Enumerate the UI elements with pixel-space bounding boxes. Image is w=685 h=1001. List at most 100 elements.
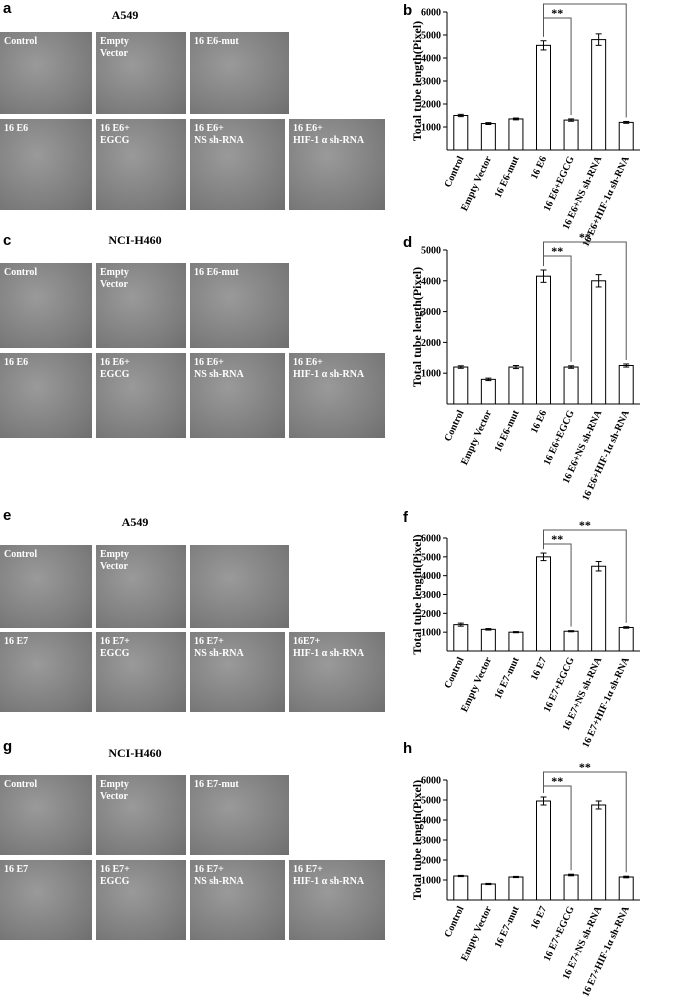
micrograph: 16E7+ HIF-1 α sh-RNA <box>289 632 385 712</box>
bar <box>453 624 469 652</box>
significance-label: ** <box>551 244 563 258</box>
panel-title: NCI-H460 <box>108 746 162 760</box>
bar <box>591 280 607 405</box>
micrograph-label: Empty Vector <box>100 36 129 59</box>
bar <box>563 366 579 405</box>
significance-bracket <box>543 529 627 623</box>
panel-letter: a <box>3 0 12 17</box>
y-tick-label: 2000 <box>421 100 441 111</box>
micrograph-label: 16 E6+ EGCG <box>100 123 130 146</box>
micrograph-label: Control <box>4 779 38 790</box>
bar <box>480 378 496 405</box>
error-bar <box>485 122 492 125</box>
x-tick-label: 16 E7-mut <box>493 655 522 701</box>
y-tick-label: 3000 <box>421 307 441 318</box>
panel-letter: h <box>403 740 412 757</box>
error-bar <box>457 365 464 369</box>
micrograph: Control <box>0 32 92 114</box>
panel-letter: c <box>3 232 12 249</box>
bar <box>536 556 551 652</box>
micrograph: 16 E7 <box>0 860 92 940</box>
micrograph: 16 E6+ EGCG <box>96 119 186 210</box>
micrograph-label: 16 E6+ NS sh-RNA <box>194 357 244 380</box>
bar <box>508 366 524 405</box>
bar <box>536 275 551 405</box>
error-bar <box>485 628 492 631</box>
micrograph: Empty Vector <box>96 775 186 855</box>
bar <box>536 800 551 901</box>
error-bar <box>595 561 602 572</box>
error-bar <box>540 552 547 562</box>
x-tick-label: 16 E7 <box>529 905 549 932</box>
y-tick-label: 2000 <box>421 338 441 349</box>
error-bar <box>568 873 575 877</box>
micrograph: 16 E6-mut <box>190 263 289 348</box>
x-tick-label: Control <box>443 408 467 443</box>
x-tick-label: Control <box>443 655 467 690</box>
y-tick-label: 6000 <box>421 776 441 787</box>
micrograph: 16 E6 <box>0 353 92 438</box>
bar <box>453 115 469 151</box>
significance-label: ** <box>579 760 591 774</box>
error-bar <box>540 796 547 806</box>
error-bar <box>485 377 492 382</box>
micrograph-label: 16 E7 <box>4 864 29 875</box>
significance-bracket <box>543 3 627 118</box>
y-tick-label: 3000 <box>421 590 441 601</box>
micrograph: 16 E7+ EGCG <box>96 632 186 712</box>
error-bar <box>512 875 519 879</box>
y-tick-label: 1000 <box>421 369 441 380</box>
x-tick-label: Control <box>443 154 467 189</box>
micrograph-label: 16 E6-mut <box>194 36 239 47</box>
panel-title: A549 <box>111 8 139 22</box>
y-tick-label: 6000 <box>421 534 441 545</box>
significance-label: ** <box>579 0 591 6</box>
significance-label: ** <box>579 230 591 244</box>
y-tick-label: 3000 <box>421 77 441 88</box>
y-tick-label: 4000 <box>421 54 441 65</box>
y-tick-label: 6000 <box>421 8 441 19</box>
x-tick-label: 16 E6 <box>529 155 549 182</box>
micrograph: Control <box>0 263 92 348</box>
micrograph-label: 16 E6+ HIF-1 α sh-RNA <box>293 357 365 380</box>
micrograph <box>190 545 289 628</box>
micrograph-label: 16 E7+ NS sh-RNA <box>194 864 244 887</box>
micrograph: 16 E6+ HIF-1 α sh-RNA <box>289 353 385 438</box>
micrograph: 16 E7 <box>0 632 92 712</box>
micrograph-label: 16 E6+ NS sh-RNA <box>194 123 244 146</box>
y-tick-label: 3000 <box>421 836 441 847</box>
y-axis-label: Total tube length(Pixel) <box>410 780 424 900</box>
micrograph-label: Empty Vector <box>100 267 129 290</box>
y-axis-label: Total tube length(Pixel) <box>410 534 424 654</box>
micrograph: 16 E7+ EGCG <box>96 860 186 940</box>
micrograph-label: 16 E7 <box>4 636 29 647</box>
error-bar <box>623 120 630 124</box>
error-bar <box>623 875 630 879</box>
bar <box>618 626 634 652</box>
bar <box>508 118 524 151</box>
bar <box>563 874 579 901</box>
micrograph-label: 16 E6+ EGCG <box>100 357 130 380</box>
error-bar <box>595 274 602 288</box>
error-bar <box>540 40 547 51</box>
micrograph-label: 16 E7+ NS sh-RNA <box>194 636 244 659</box>
micrograph: 16 E7+ NS sh-RNA <box>190 860 285 940</box>
significance-label: ** <box>551 774 563 788</box>
micrograph: 16 E7+ NS sh-RNA <box>190 632 285 712</box>
x-tick-label: 16 E7 <box>529 656 549 683</box>
micrograph-label: Control <box>4 267 38 278</box>
micrograph: 16 E6-mut <box>190 32 289 114</box>
y-tick-label: 1000 <box>421 876 441 887</box>
panel-title: A549 <box>121 515 149 529</box>
bar <box>536 44 551 151</box>
error-bar <box>457 874 464 878</box>
bar <box>618 121 634 151</box>
bar <box>480 628 496 652</box>
micrograph: 16 E6+ HIF-1 α sh-RNA <box>289 119 385 210</box>
significance-label: ** <box>579 518 591 532</box>
micrograph: 16 E6 <box>0 119 92 210</box>
x-tick-label: 16 E6-mut <box>493 154 522 200</box>
y-tick-label: 1000 <box>421 123 441 134</box>
